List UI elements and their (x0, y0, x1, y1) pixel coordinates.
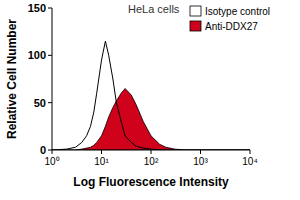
x-tick (200, 150, 201, 154)
histogram-area (52, 89, 250, 151)
x-tick-label: 10² (144, 156, 159, 167)
legend-label: Anti-DDX27 (205, 21, 258, 32)
x-tick (101, 150, 102, 154)
y-tick-label: 150 (28, 2, 46, 14)
y-tick-label: 0 (40, 144, 46, 156)
histogram-line (52, 41, 250, 150)
chart: 0 50 100 150 10⁰ 10¹ 10² 10³ 10⁴ Log Fluorescence… (0, 0, 300, 200)
y-tick (48, 102, 52, 103)
y-tick (48, 150, 52, 151)
legend-label: Isotype control (205, 6, 270, 17)
x-tick (250, 150, 251, 154)
y-tick (48, 55, 52, 56)
legend-swatch (190, 21, 201, 31)
y-tick-label: 50 (34, 97, 46, 109)
x-tick (151, 150, 152, 154)
y-axis-label: Relative Cell Number (5, 19, 19, 139)
x-tick-label: 10³ (193, 156, 208, 167)
y-axis (52, 8, 53, 150)
x-tick-label: 10¹ (94, 156, 109, 167)
x-tick-label: 10⁴ (242, 156, 257, 167)
y-tick (48, 8, 52, 9)
x-tick-label: 10⁰ (44, 156, 59, 167)
x-tick (52, 150, 53, 154)
plot-area (52, 41, 250, 150)
x-axis-label: Log Fluorescence Intensity (73, 175, 229, 189)
y-tick-label: 100 (28, 49, 46, 61)
legend-swatch (190, 6, 201, 16)
title: HeLa cells (128, 3, 180, 15)
